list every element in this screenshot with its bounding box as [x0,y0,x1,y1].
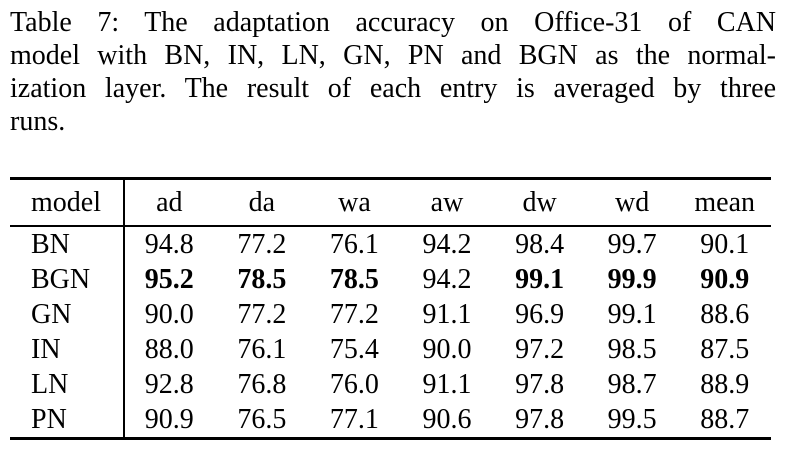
value-cell: 91.1 [422,298,472,330]
table-row-gn: GN 90.0 77.2 77.2 91.1 96.9 99.1 88.6 [10,297,771,332]
value-cell: 97.2 [515,333,565,365]
value-cell: 99.1 [607,298,657,330]
value-cell: 96.9 [515,298,565,330]
value-cell: 90.9 [700,263,750,295]
table-header-row: model ad da wa aw dw wd mean [10,180,771,227]
model-cell: PN [31,403,67,435]
value-cell: 90.0 [144,298,194,330]
caption-line-1: Table 7: The adaptation accuracy on Offi… [10,7,776,38]
value-cell: 99.1 [515,263,565,295]
value-cell: 77.2 [237,228,287,260]
table-row-ln: LN 92.8 76.8 76.0 91.1 97.8 98.7 88.9 [10,367,771,402]
column-header-da: da [248,186,276,218]
value-cell: 99.9 [607,263,657,295]
value-cell: 77.1 [329,403,379,435]
column-header-model: model [31,186,101,218]
value-cell: 98.7 [607,368,657,400]
model-cell: BGN [31,263,91,295]
value-cell: 98.4 [515,228,565,260]
value-cell: 76.8 [237,368,287,400]
table-row-pn: PN 90.9 76.5 77.1 90.6 97.8 99.5 88.7 [10,402,771,437]
results-table: model ad da wa aw dw wd mean BN 94.8 77.… [10,177,771,440]
table-row-bn: BN 94.8 77.2 76.1 94.2 98.4 99.7 90.1 [10,227,771,262]
caption-line-4: runs. [10,106,66,137]
column-header-aw: aw [430,186,464,218]
value-cell: 91.1 [422,368,472,400]
value-cell: 76.1 [329,228,379,260]
model-cell: BN [31,228,70,260]
value-cell: 97.8 [515,368,565,400]
caption-line-2: model with BN, IN, LN, GN, PN and BGN as… [10,40,776,71]
value-cell: 87.5 [700,333,750,365]
value-cell: 77.2 [329,298,379,330]
value-cell: 99.7 [607,228,657,260]
model-column-divider [123,180,125,437]
value-cell: 76.1 [237,333,287,365]
model-cell: LN [31,368,69,400]
value-cell: 88.7 [700,403,750,435]
value-cell: 94.8 [144,228,194,260]
value-cell: 90.6 [422,403,472,435]
value-cell: 94.2 [422,263,472,295]
value-cell: 75.4 [329,333,379,365]
model-cell: IN [31,333,61,365]
value-cell: 92.8 [144,368,194,400]
column-header-ad: ad [156,186,183,218]
value-cell: 90.9 [144,403,194,435]
value-cell: 95.2 [144,263,194,295]
column-header-wa: wa [338,186,371,218]
value-cell: 97.8 [515,403,565,435]
value-cell: 76.5 [237,403,287,435]
value-cell: 90.1 [700,228,750,260]
value-cell: 88.9 [700,368,750,400]
value-cell: 98.5 [607,333,657,365]
table-caption: Table 7: The adaptation accuracy on Offi… [10,6,776,138]
value-cell: 78.5 [237,263,287,295]
column-header-wd: wd [615,186,650,218]
value-cell: 76.0 [329,368,379,400]
table-row-in: IN 88.0 76.1 75.4 90.0 97.2 98.5 87.5 [10,332,771,367]
column-header-mean: mean [694,186,756,218]
value-cell: 99.5 [607,403,657,435]
value-cell: 88.6 [700,298,750,330]
table-row-bgn: BGN 95.2 78.5 78.5 94.2 99.1 99.9 90.9 [10,262,771,297]
caption-line-3: ization layer. The result of each entry … [10,73,776,104]
column-header-dw: dw [522,186,557,218]
value-cell: 78.5 [329,263,379,295]
model-cell: GN [31,298,72,330]
value-cell: 90.0 [422,333,472,365]
value-cell: 88.0 [144,333,194,365]
value-cell: 77.2 [237,298,287,330]
value-cell: 94.2 [422,228,472,260]
